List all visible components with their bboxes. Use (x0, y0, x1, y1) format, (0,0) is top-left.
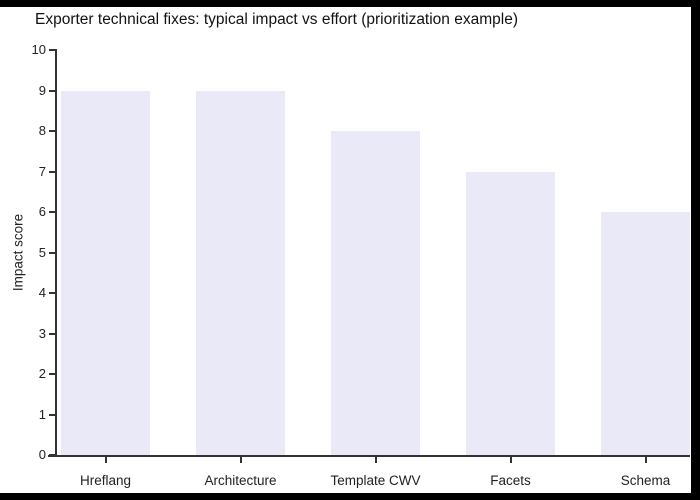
bar-hreflang (61, 90, 150, 455)
y-tick-mark (49, 130, 56, 132)
bar-schema (601, 212, 690, 455)
y-tick-label: 2 (38, 366, 46, 381)
x-tick-mark (239, 457, 242, 463)
y-tick-mark (49, 211, 56, 213)
y-tick-label: 4 (38, 285, 46, 300)
y-tick-mark (49, 292, 56, 294)
bar-architecture (196, 90, 285, 455)
y-tick-label: 7 (38, 163, 46, 179)
y-tick-mark (49, 89, 56, 92)
y-tick-label: 9 (38, 82, 46, 98)
x-tick-mark (104, 457, 107, 463)
x-axis-category-label: Hreflang (79, 473, 132, 488)
x-tick-mark (509, 457, 512, 463)
y-tick-mark (49, 251, 56, 254)
x-axis-category-label: Template CWV (330, 473, 421, 488)
y-tick-mark (49, 454, 56, 456)
y-tick-label: 6 (38, 204, 46, 219)
bar-facets (466, 171, 555, 455)
chart-canvas: Exporter technical fixes: typical impact… (0, 7, 691, 493)
chart-title: Exporter technical fixes: typical impact… (35, 11, 518, 28)
y-tick-label: 0 (38, 447, 46, 462)
x-tick-mark (374, 457, 377, 463)
x-axis-category-label: Facets (490, 473, 531, 488)
bar-template-cwv (331, 131, 420, 455)
x-axis-category-label: Architecture (204, 473, 277, 488)
y-tick-label: 8 (38, 123, 46, 138)
y-tick-mark (49, 49, 56, 51)
y-tick-mark (49, 413, 56, 416)
x-axis-line (48, 455, 690, 457)
y-tick-mark (49, 332, 56, 335)
x-axis-category-label: Schema (620, 473, 671, 488)
y-tick-mark (49, 170, 56, 173)
y-tick-label: 10 (31, 42, 46, 57)
x-tick-mark (644, 457, 647, 463)
y-tick-label: 1 (38, 406, 46, 422)
y-axis-line (55, 49, 57, 457)
y-tick-mark (49, 373, 56, 375)
y-tick-label: 5 (38, 244, 46, 260)
y-tick-label: 3 (38, 325, 46, 341)
